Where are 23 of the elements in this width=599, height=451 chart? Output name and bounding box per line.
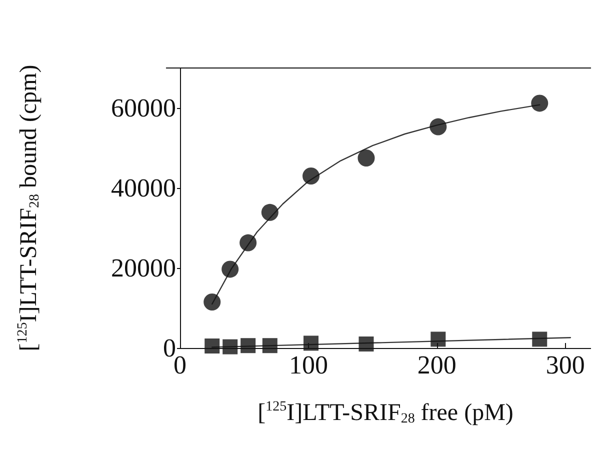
- point: [240, 234, 257, 252]
- point: [358, 150, 375, 166]
- point: [240, 338, 256, 354]
- point: [222, 260, 239, 278]
- point: [204, 294, 221, 310]
- y-tick-label: 40000: [111, 174, 176, 202]
- point: [531, 94, 548, 112]
- point: [204, 338, 220, 354]
- point: [358, 336, 374, 352]
- y-tick-label: 60000: [111, 94, 176, 122]
- point: [261, 204, 278, 221]
- point: [532, 332, 548, 347]
- y-axis-title: [125I]LTT-SRIF28 bound (cpm): [16, 64, 42, 352]
- point: [262, 338, 278, 354]
- x-tick-label: 300: [546, 350, 585, 380]
- point: [222, 339, 238, 354]
- point: [304, 336, 319, 351]
- x-tick-label: 100: [288, 350, 328, 380]
- point: [430, 118, 447, 136]
- point: [430, 332, 446, 347]
- point: [302, 168, 320, 184]
- x-tick-label: 200: [417, 350, 456, 380]
- y-tick-label: 20000: [111, 254, 176, 282]
